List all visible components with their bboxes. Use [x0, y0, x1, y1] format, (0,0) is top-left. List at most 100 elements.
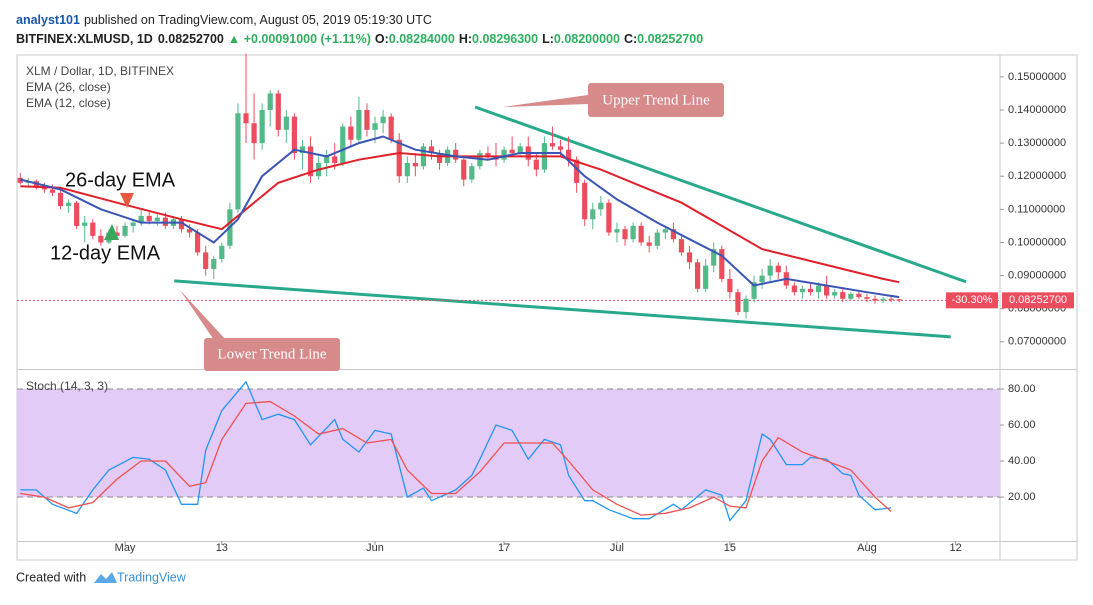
candle-body	[864, 297, 870, 299]
candle-body	[469, 166, 475, 180]
legend-entry: EMA (12, close)	[26, 96, 111, 110]
candle-body	[283, 116, 289, 130]
candle-body	[501, 149, 507, 160]
candle-body	[606, 202, 612, 233]
y-tick-label: 0.11000000	[1008, 203, 1065, 215]
y-tick-label: 60.00	[1008, 419, 1036, 431]
candle-body	[340, 126, 346, 163]
candle-body	[888, 298, 894, 300]
ohlc-value: 0.08200000	[554, 32, 620, 46]
callout-text: Lower Trend Line	[217, 346, 326, 362]
candle-body	[485, 153, 491, 157]
candle-body	[138, 215, 144, 223]
candle-body	[396, 139, 402, 177]
candle-body	[178, 219, 185, 230]
candle-body	[49, 189, 56, 193]
x-tick-label: May	[115, 542, 136, 554]
candle-body	[186, 229, 193, 233]
candle-body	[388, 116, 394, 140]
header-line: analyst101 published on TradingView.com, …	[16, 13, 432, 27]
candle-body	[807, 288, 814, 293]
candle-body	[590, 209, 596, 220]
candle-body	[243, 113, 249, 124]
symbol-line: BITFINEX:XLMUSD, 1D 0.08252700 ▲ +0.000910…	[16, 32, 703, 46]
footer-brand[interactable]: TradingView	[117, 570, 187, 584]
plot-layer: 0.070000000.080000000.090000000.10000000…	[17, 53, 1074, 554]
price: 0.08252700	[158, 32, 224, 46]
callout-box	[588, 83, 724, 117]
indicator-line	[20, 151, 900, 284]
y-tick-label: 0.14000000	[1008, 104, 1066, 116]
candle-body	[98, 235, 104, 243]
candle-body	[799, 288, 806, 293]
candle-body	[614, 229, 620, 233]
marker-arrow	[104, 224, 119, 240]
candle-body	[896, 299, 902, 301]
candle-body	[509, 149, 515, 154]
y-tick-label: 0.12000000	[1008, 170, 1066, 182]
ohlc-value: 0.08296300	[472, 32, 538, 46]
candle-body	[574, 159, 580, 183]
candle-body	[82, 222, 88, 226]
x-tick-label: Jun	[366, 542, 384, 554]
candle-body	[727, 278, 733, 293]
candle-body	[275, 93, 281, 130]
candle-body	[146, 215, 152, 221]
candle-body	[267, 93, 273, 110]
ohlc-label: O:	[375, 32, 389, 46]
ohlc-value: 0.08252700	[637, 32, 703, 46]
candle-body	[767, 265, 773, 276]
indicator-line	[20, 380, 892, 522]
candle-body	[840, 292, 846, 299]
candle-body	[743, 298, 749, 313]
candle-body	[453, 149, 459, 160]
candle-body	[74, 202, 80, 226]
candle-body	[154, 217, 160, 221]
candle-body	[195, 232, 201, 253]
candle-body	[332, 156, 338, 163]
trend-line	[174, 279, 951, 339]
y-tick-label: 0.07000000	[1008, 336, 1066, 348]
candle-body	[122, 225, 128, 236]
candle-body	[557, 146, 564, 150]
candle-body	[815, 285, 822, 293]
y-tick-label: 40.00	[1008, 455, 1036, 467]
published: published on TradingView.com, August 05,…	[84, 13, 432, 27]
candle-body	[364, 109, 370, 130]
change-label: -30.30%	[952, 294, 993, 306]
symbol: BITFINEX:XLMUSD, 1D	[16, 32, 153, 46]
candle-body	[880, 298, 886, 301]
candle-body	[57, 192, 64, 207]
pane-title: Stoch (14, 3, 3)	[26, 379, 108, 393]
candle-body	[775, 265, 781, 273]
logo	[94, 572, 117, 583]
ohlc-label: H:	[459, 32, 472, 46]
indicator-line	[19, 135, 900, 299]
candle-body	[678, 239, 685, 253]
y-tick-label: 0.09000000	[1008, 269, 1066, 281]
candle-body	[654, 232, 660, 246]
candle-body	[622, 229, 628, 240]
candle-body	[791, 285, 797, 293]
candle-body	[420, 146, 427, 167]
candle-body	[533, 159, 539, 170]
x-tick-label: Aug	[857, 542, 877, 554]
candle-body	[299, 146, 306, 154]
trend-line	[474, 105, 967, 284]
candle-body	[638, 225, 644, 243]
candle-body	[428, 146, 435, 154]
candle-body	[324, 156, 330, 163]
x-tick-label: Jul	[610, 542, 624, 554]
candle-body	[686, 252, 693, 263]
marker-arrow	[120, 193, 134, 208]
callout-pointer	[180, 290, 226, 340]
candle-body	[517, 146, 523, 154]
candle-body	[251, 123, 257, 144]
y-tick-label: 0.13000000	[1008, 137, 1066, 149]
candle-body	[670, 229, 677, 240]
candle-body	[565, 149, 572, 160]
x-tick-label: 15	[724, 542, 736, 554]
candle-body	[211, 259, 217, 269]
candle-body	[356, 109, 362, 140]
candle-body	[436, 153, 443, 163]
